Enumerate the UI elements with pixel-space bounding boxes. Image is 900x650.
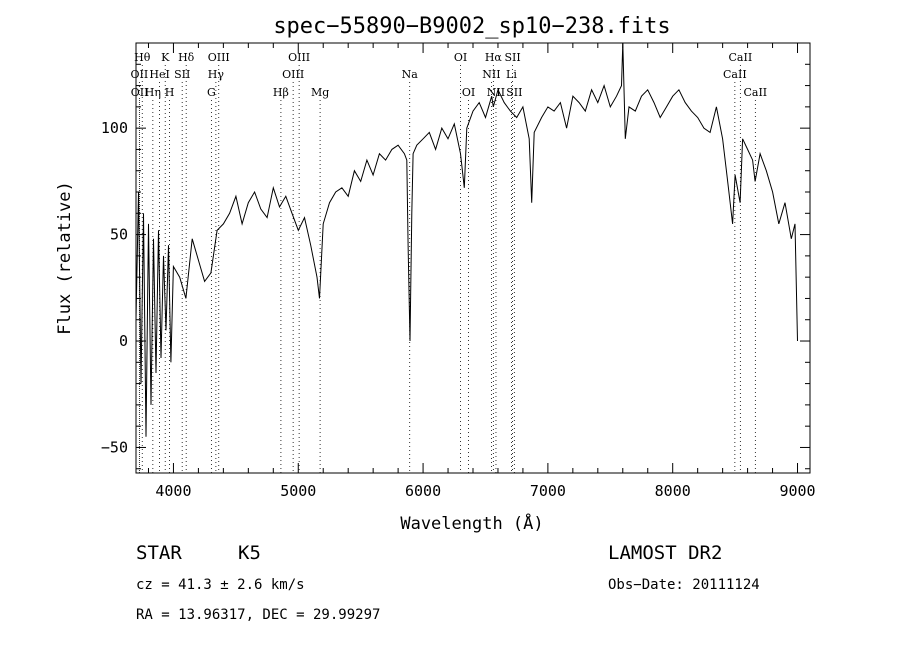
line-id-label: OII [131, 68, 149, 81]
line-id-label: Hγ [208, 68, 225, 81]
x-tick-label: 4000 [155, 482, 191, 500]
line-id-label: OIII [208, 51, 230, 64]
y-tick-label: −50 [101, 438, 128, 456]
line-id-label: Hβ [273, 86, 289, 99]
line-id-label: Hη [145, 86, 161, 99]
line-id-label: HeI [149, 68, 169, 81]
line-id-markers [138, 65, 756, 473]
line-id-label: G [207, 86, 216, 99]
line-id-label: Na [402, 68, 419, 81]
line-id-label: H [165, 86, 175, 99]
x-tick-label: 6000 [405, 482, 441, 500]
line-id-label: NII [487, 86, 505, 99]
y-axis-label: Flux (relative) [55, 181, 75, 335]
line-id-label: OI [454, 51, 467, 64]
line-id-label: SII [504, 51, 520, 64]
y-tick-label: 0 [119, 332, 128, 350]
y-axis-ticks: −50 0 50 100 [101, 42, 810, 470]
x-tick-label: 8000 [655, 482, 691, 500]
line-id-label: Mg [311, 86, 329, 99]
survey-name: LAMOST DR2 [608, 542, 722, 564]
obs-date: Obs−Date: 20111124 [608, 577, 760, 593]
line-id-label: SII [174, 68, 190, 81]
coordinates: RA = 13.96317, DEC = 29.99297 [136, 607, 380, 623]
object-subclass: K5 [238, 542, 261, 564]
plot-frame [135, 42, 811, 474]
spectrum-series [135, 42, 798, 437]
line-id-label: OIII [282, 68, 304, 81]
line-id-label: Hθ [134, 51, 151, 64]
line-id-label: Li [506, 68, 517, 81]
x-tick-label: 9000 [779, 482, 815, 500]
x-tick-label: 5000 [280, 482, 316, 500]
line-id-label: OIII [288, 51, 310, 64]
line-id-label: NII [482, 68, 500, 81]
x-axis-ticks: 4000 5000 6000 7000 8000 9000 [147, 43, 816, 500]
line-id-label: Hα [485, 51, 503, 64]
line-id-label: CaII [723, 68, 747, 81]
y-tick-label: 50 [110, 226, 128, 244]
redshift-text: cz = 41.3 ± 2.6 km/s [136, 577, 305, 593]
line-id-label: SII [506, 86, 522, 99]
x-tick-label: 7000 [530, 482, 566, 500]
line-id-label: OII [131, 86, 149, 99]
line-id-label: CaII [743, 86, 767, 99]
line-id-label: OI [462, 86, 475, 99]
x-axis-label: Wavelength (Å) [400, 512, 543, 534]
object-class: STAR [136, 542, 182, 564]
line-id-label: K [161, 51, 170, 64]
chart-title: spec−55890−B9002_sp10−238.fits [273, 14, 670, 39]
y-tick-label: 100 [101, 119, 128, 137]
line-id-label: CaII [729, 51, 753, 64]
line-id-label: Hδ [178, 51, 195, 64]
